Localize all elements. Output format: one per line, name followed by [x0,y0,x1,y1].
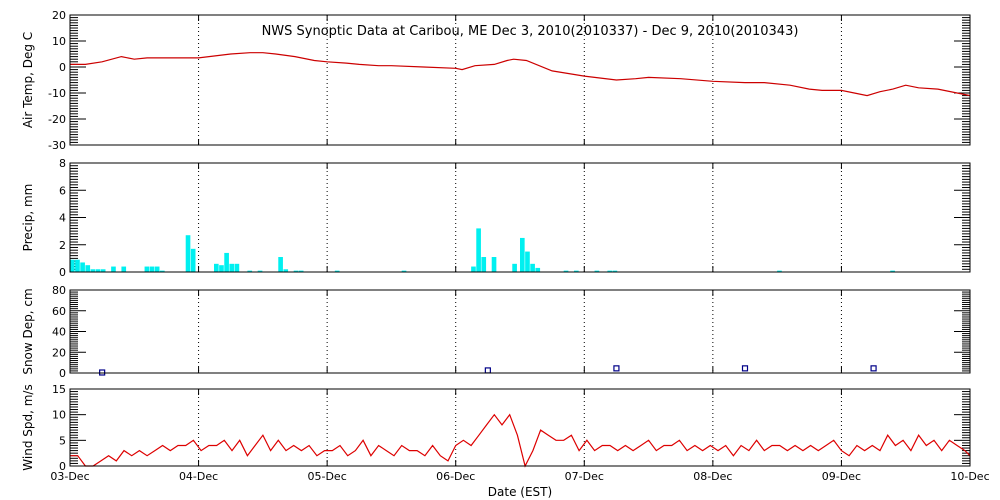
snow-y-tick-label: 0 [59,367,66,380]
precip-bar [471,266,476,272]
temp-y-axis-label: Air Temp, Deg C [21,32,35,128]
precip-bar [154,266,160,272]
precip-y-axis-label: Precip, mm [21,184,35,252]
precip-bar [535,267,541,272]
precip-bar [525,251,530,272]
x-axis-title: Date (EST) [488,485,552,499]
precip-bar [214,263,219,272]
precip-bar [574,270,579,272]
snow-y-tick-label: 20 [52,346,66,359]
precip-bar [257,270,263,272]
temp-series-line [70,52,971,97]
wind-y-tick-label: 0 [59,460,66,473]
precip-bar [607,270,613,272]
precip-bar [190,248,196,272]
precip-bar [75,259,80,272]
temp-y-tick-label: -10 [48,87,66,100]
precip-bar [520,237,525,272]
snow-y-tick-label: 40 [52,326,66,339]
x-tick-label: 07-Dec [565,470,604,483]
x-tick-label: 03-Dec [50,470,89,483]
snow-y-tick-label: 80 [52,284,66,297]
precip-bar [185,235,191,272]
snow-panel: 0 20 40 60 80 Snow Dep, cm [21,284,971,380]
precip-y-tick-label: 2 [59,239,66,252]
precip-bar [563,270,569,272]
temp-y-tick-label: -30 [48,139,66,152]
precip-y-tick-label: 8 [59,157,66,170]
x-tick-label: 04-Dec [179,470,218,483]
precip-bar [85,265,91,272]
precip-y-tick-label: 4 [59,212,66,225]
chart-title: NWS Synoptic Data at Caribou, ME Dec 3, … [262,24,799,39]
precip-bar [229,263,235,272]
x-tick-label: 10-Dec [950,470,989,483]
wind-y-axis-label: Wind Spd, m/s [21,384,35,470]
precip-bar [224,252,229,272]
temp-y-tick-label: -20 [48,113,66,126]
precip-bar [234,263,240,272]
x-tick-label: 06-Dec [436,470,475,483]
precip-bar [121,266,127,272]
snow-marker [613,365,620,372]
precip-bar [70,259,75,272]
x-tick-label: 08-Dec [693,470,732,483]
wind-y-tick-label: 15 [52,383,66,396]
precip-bar [612,270,618,272]
precip-bar [491,257,497,272]
precip-bar [481,257,487,272]
precip-bar [278,257,283,272]
wind-panel: 0 5 10 15 Wind Spd, m/s 03-Dec 04-Dec 05-Dec 06-… [21,383,990,483]
snow-marker [741,365,749,372]
precip-bar [530,263,535,272]
snow-marker [870,365,877,372]
precip-bar [293,270,299,272]
precip-bar [247,270,253,272]
temp-panel: -30 -20 -10 0 10 20 Air Temp, Deg C [21,9,971,152]
precip-bar [476,228,481,272]
snow-y-tick-label: 60 [52,305,66,318]
precip-bar [149,266,155,272]
precip-bar [160,270,165,272]
precip-bar [890,270,895,272]
wind-series-line [70,413,971,468]
temp-y-tick-label: 10 [52,35,66,48]
wind-y-tick-label: 5 [59,434,66,447]
wind-y-tick-label: 10 [52,409,66,422]
precip-bar [111,266,116,272]
temp-frame [69,14,971,146]
precip-y-tick-label: 0 [59,266,66,279]
precip-bar [80,262,85,272]
temp-y-tick-label: 20 [52,9,66,22]
precip-bar [283,269,289,272]
precip-bar [95,269,101,272]
snow-marker [484,367,491,374]
precip-bar [298,270,304,272]
x-tick-label: 05-Dec [308,470,347,483]
wind-frame [69,388,971,467]
precip-bar [512,263,517,272]
precip-bar [100,269,106,272]
temp-y-tick-label: 0 [59,61,66,74]
snow-frame [69,289,971,374]
x-tick-label: 09-Dec [822,470,861,483]
precip-bar [334,270,340,272]
snow-y-axis-label: Snow Dep, cm [21,288,35,374]
precip-bar [90,269,96,272]
precip-y-tick-label: 6 [59,184,66,197]
precip-bar [594,270,600,272]
precip-panel: 0 2 4 6 8 Precip, mm [21,157,971,279]
precip-bar [401,270,407,272]
precip-frame [69,162,971,273]
precip-bar [219,265,224,272]
precip-bar [777,270,782,272]
precip-bar [144,266,150,272]
